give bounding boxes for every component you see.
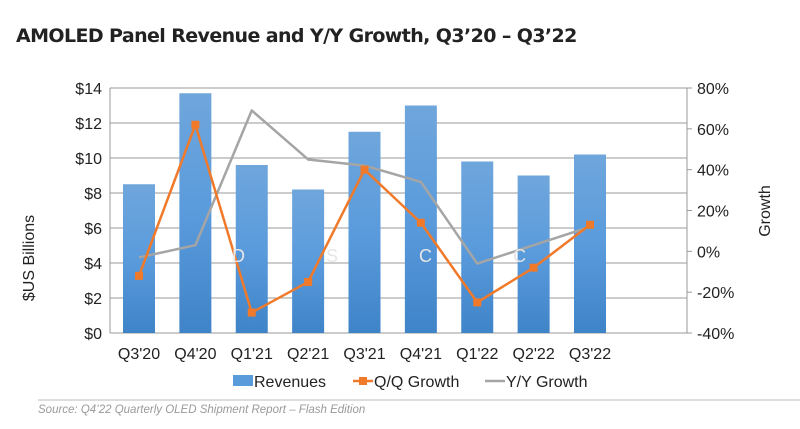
y2-tick-label: 0% bbox=[697, 244, 720, 261]
bar-revenue bbox=[235, 165, 268, 333]
y-tick-label: $10 bbox=[75, 151, 102, 168]
line-yy-growth bbox=[138, 109, 591, 265]
point-qq-growth bbox=[416, 218, 425, 227]
point-qq-growth bbox=[529, 263, 538, 272]
y-tick-label: $4 bbox=[84, 256, 102, 273]
y-tick-label: $2 bbox=[84, 291, 102, 308]
y-tick-label: $8 bbox=[84, 186, 102, 203]
bar-revenue bbox=[179, 93, 212, 333]
y2-tick-label: 20% bbox=[697, 204, 729, 221]
x-tick-label: Q3'20 bbox=[118, 346, 160, 363]
y-tick-label: $12 bbox=[75, 116, 102, 133]
y-tick-label: $14 bbox=[75, 81, 102, 98]
legend-swatch-revenues bbox=[233, 375, 253, 386]
chart-title: AMOLED Panel Revenue and Y/Y Growth, Q3’… bbox=[16, 25, 577, 47]
point-qq-growth bbox=[135, 271, 143, 280]
y2-tick-label: -20% bbox=[697, 285, 734, 302]
point-qq-growth bbox=[473, 298, 482, 307]
x-tick-label: Q3'21 bbox=[343, 346, 385, 363]
x-tick-label: Q2'21 bbox=[287, 346, 329, 363]
legend-label-revenues: Revenues bbox=[254, 374, 326, 391]
lines bbox=[135, 109, 594, 317]
point-qq-growth bbox=[586, 220, 594, 229]
point-qq-growth bbox=[360, 165, 369, 174]
y2-axis-label: Growth bbox=[757, 185, 774, 237]
x-tick-label: Q3'22 bbox=[569, 346, 611, 363]
x-tick-label: Q4'21 bbox=[400, 346, 442, 363]
point-qq-growth bbox=[191, 120, 200, 129]
y-axis-label: $US Billions bbox=[21, 215, 38, 301]
point-qq-growth bbox=[304, 277, 313, 286]
x-tick-label: Q4'20 bbox=[174, 346, 216, 363]
bar-revenue bbox=[574, 154, 606, 333]
y2-tick-label: 80% bbox=[697, 81, 729, 98]
y2-tick-label: 60% bbox=[697, 122, 729, 139]
legend-marker-qq-growth bbox=[359, 377, 367, 385]
legend-label-qq-growth: Q/Q Growth bbox=[374, 374, 459, 391]
y2-tick-label: -40% bbox=[697, 326, 734, 343]
x-tick-label: Q2'22 bbox=[513, 346, 555, 363]
watermark: D S C C bbox=[232, 246, 564, 266]
legend: Revenues Q/Q Growth Y/Y Growth bbox=[233, 374, 588, 391]
source-note: Source: Q4’22 Quarterly OLED Shipment Re… bbox=[38, 404, 366, 416]
point-qq-growth bbox=[247, 308, 256, 317]
bar-revenue bbox=[123, 184, 155, 333]
x-tick-label: Q1'22 bbox=[456, 346, 498, 363]
x-tick-label: Q1'21 bbox=[231, 346, 273, 363]
axes: $0 $2 $4 $6 $8 $10 $12 $14 -40% -20% 0% 20% 40% 60% 80… bbox=[75, 81, 734, 363]
y-tick-label: $0 bbox=[84, 326, 102, 343]
y-tick-label: $6 bbox=[84, 221, 102, 238]
legend-label-yy-growth: Y/Y Growth bbox=[506, 374, 588, 391]
bar-revenue bbox=[348, 131, 381, 333]
y2-tick-label: 40% bbox=[697, 163, 729, 180]
bar-revenue bbox=[517, 175, 550, 333]
